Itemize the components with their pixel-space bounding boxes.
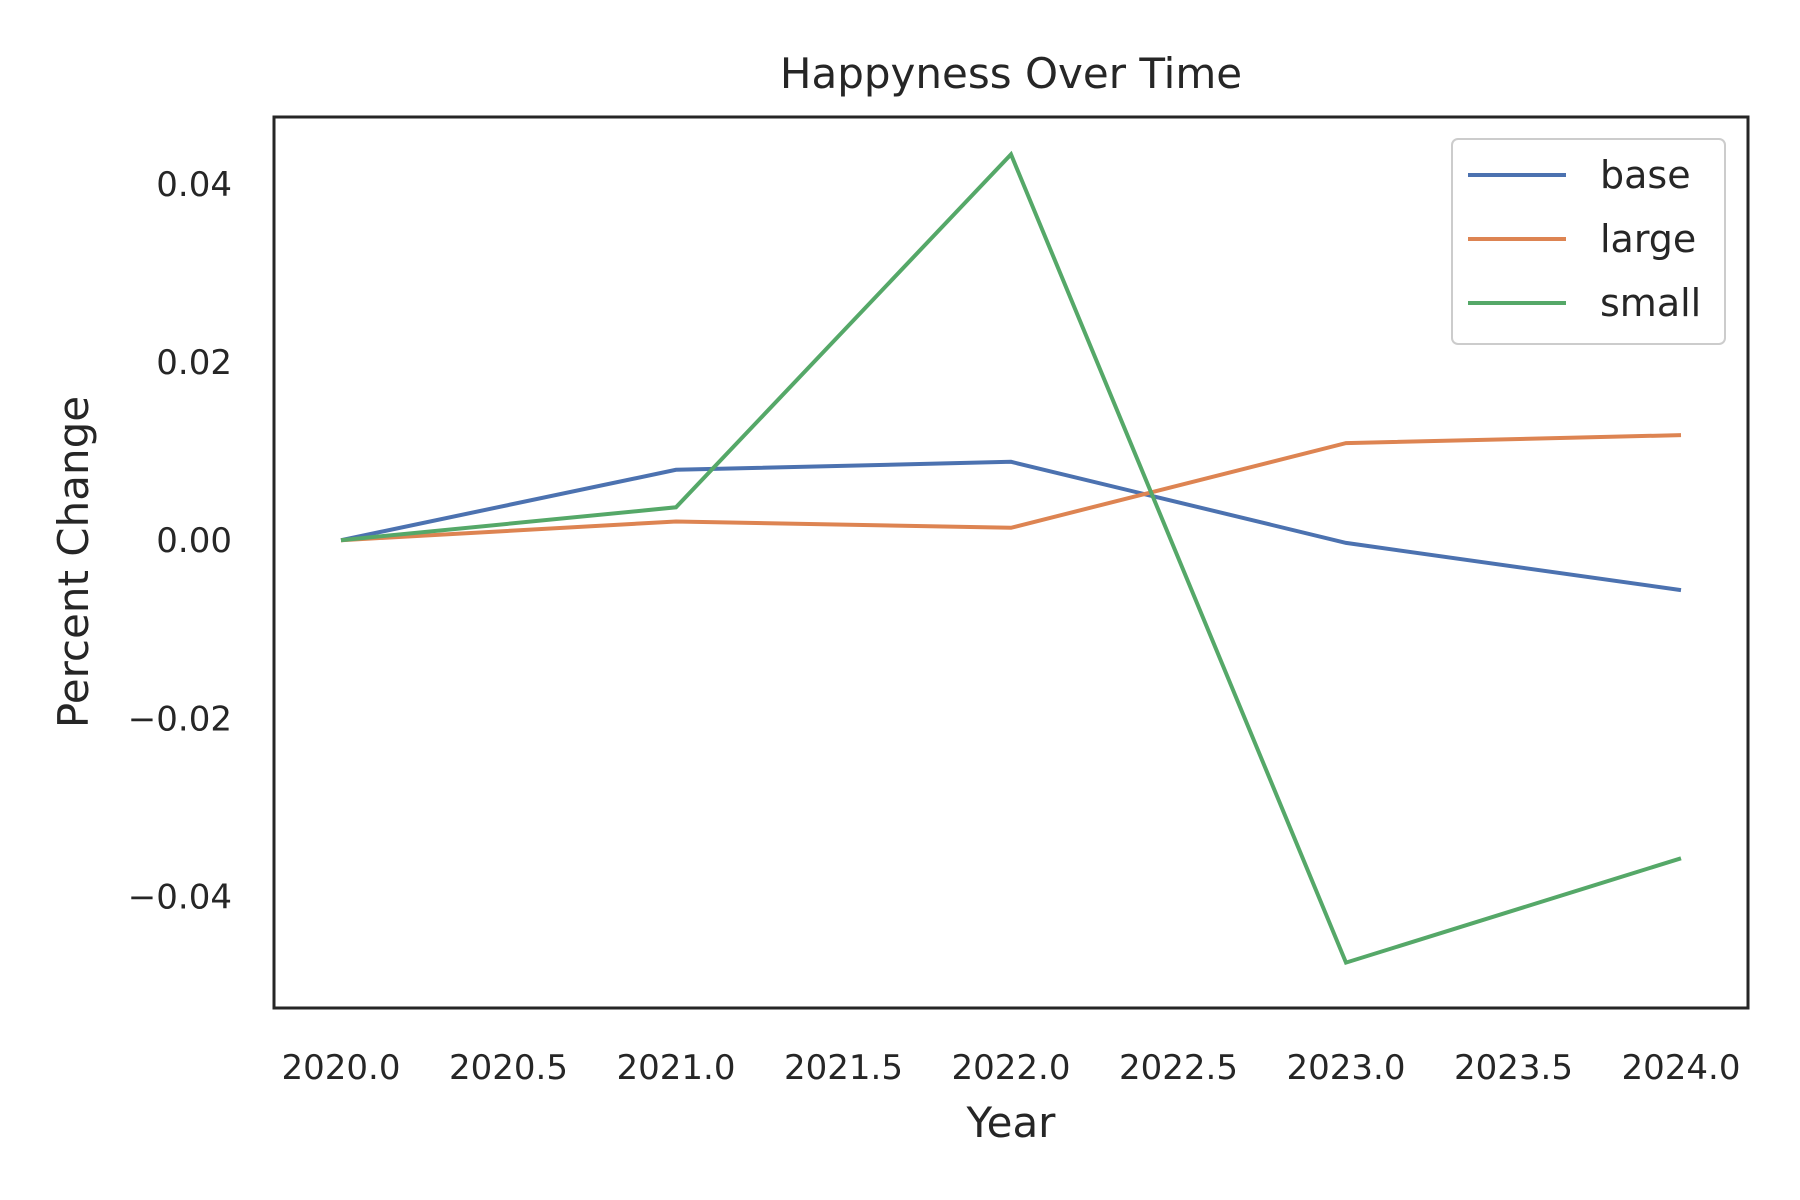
x-axis-ticks: 2020.0 2020.5 2021.0 2021.5 2022.0 2022.5 2023…: [282, 1048, 1741, 1088]
legend-label-base: base: [1600, 153, 1691, 197]
x-tick-label: 2024.0: [1622, 1048, 1741, 1088]
legend-items: base large small: [1468, 153, 1701, 325]
x-tick-label: 2023.5: [1454, 1048, 1573, 1088]
x-tick-label: 2020.0: [282, 1048, 401, 1088]
x-axis-label: Year: [966, 1098, 1057, 1147]
legend-label-large: large: [1600, 217, 1696, 261]
y-tick-label: 0.04: [156, 165, 232, 205]
y-tick-label: −0.02: [128, 699, 232, 739]
chart-title: Happyness Over Time: [780, 49, 1242, 98]
y-tick-label: 0.02: [156, 343, 232, 383]
plot-frame: [272, 115, 1750, 1010]
series-line-base: [340, 459, 1682, 593]
series-line-small: [340, 150, 1682, 966]
x-tick-label: 2023.0: [1287, 1048, 1406, 1088]
y-axis-ticks: 0.04 0.02 0.00 −0.02 −0.04: [128, 165, 232, 918]
x-tick-label: 2022.0: [952, 1048, 1071, 1088]
series-lines: [340, 150, 1682, 966]
y-tick-label: 0.00: [156, 521, 232, 561]
y-tick-label: −0.04: [128, 878, 232, 918]
plot-area: [272, 115, 1750, 1010]
series-line-large: [340, 433, 1682, 543]
legend-box: [1451, 138, 1726, 345]
x-tick-label: 2022.5: [1119, 1048, 1238, 1088]
legend-label-small: small: [1600, 281, 1701, 325]
legend: base large small: [1451, 138, 1726, 345]
y-axis-label: Percent Change: [49, 396, 98, 728]
x-tick-label: 2021.5: [784, 1048, 903, 1088]
x-tick-label: 2020.5: [449, 1048, 568, 1088]
x-tick-label: 2021.0: [617, 1048, 736, 1088]
